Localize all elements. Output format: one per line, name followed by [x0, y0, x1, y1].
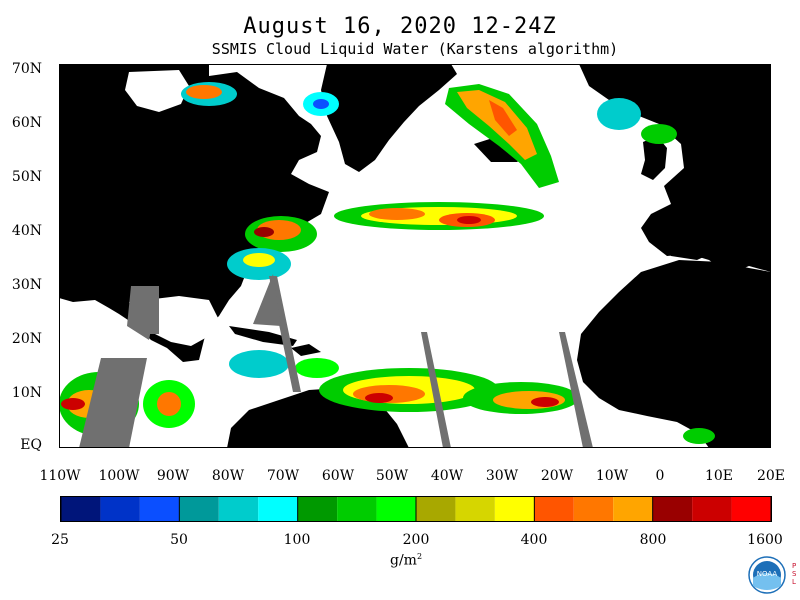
lat-label: 20N: [11, 331, 42, 347]
lat-label: EQ: [20, 437, 42, 453]
lon-label: 90W: [156, 468, 190, 484]
colorbar-swatch: [139, 497, 180, 521]
iberia-land: [659, 218, 721, 260]
europe-land: [579, 64, 771, 274]
cloud-region: [295, 358, 339, 378]
cloud-water-regions: [59, 82, 715, 444]
colorbar-swatch: [692, 497, 732, 521]
colorbar-swatch: [613, 497, 653, 521]
africa-land: [577, 260, 771, 448]
colorbar-swatch: [61, 497, 101, 521]
lon-label: 110W: [39, 468, 81, 484]
lon-label: 80W: [211, 468, 245, 484]
british-isles-land: [641, 136, 667, 180]
lon-label: 30W: [485, 468, 519, 484]
colorbar-label: 1600: [747, 532, 783, 548]
lon-label: 50W: [375, 468, 409, 484]
colorbar-swatch: [455, 497, 495, 521]
lat-label: 50N: [11, 169, 42, 185]
colorbar-label: 400: [520, 532, 548, 548]
lon-label: 60W: [321, 468, 355, 484]
lon-label: 0: [655, 468, 665, 484]
cloud-region: [531, 397, 559, 407]
cloud-region: [243, 253, 275, 267]
cloud-region: [365, 393, 393, 403]
cloud-region: [157, 392, 181, 416]
colorbar-swatch: [573, 497, 614, 521]
no-data-swath: [559, 332, 593, 448]
lon-label: 20E: [756, 468, 786, 484]
colorbar-units: g/m2: [390, 552, 422, 569]
cloud-region: [254, 227, 274, 237]
cloud-region: [229, 350, 289, 378]
lat-label: 30N: [11, 277, 42, 293]
colorbar-label: 100: [283, 532, 311, 548]
colorbar-label: 800: [639, 532, 667, 548]
lon-label: 100W: [98, 468, 140, 484]
cloud-region: [597, 98, 641, 130]
map-subtitle: SSMIS Cloud Liquid Water (Karstens algor…: [211, 40, 619, 58]
logo-text: NOAA: [757, 570, 778, 578]
cloud-region: [489, 100, 517, 136]
colorbar-label: 200: [402, 532, 430, 548]
lon-label: 20W: [540, 468, 574, 484]
colorbar-swatch: [258, 497, 298, 521]
units-base: g/m: [390, 552, 417, 569]
lon-label: 10W: [595, 468, 629, 484]
greenland-land: [321, 64, 457, 172]
north-america-land: [59, 64, 329, 362]
colorbar-swatch: [179, 497, 219, 521]
colorbar-swatch: [416, 497, 456, 521]
lon-label: 70W: [266, 468, 300, 484]
hudson-bay: [125, 70, 189, 112]
cloud-region: [457, 90, 537, 160]
lat-label: 40N: [11, 223, 42, 239]
lat-label: 70N: [11, 61, 42, 77]
hispaniola-land: [291, 344, 321, 356]
cloud-liquid-water-map: [59, 64, 771, 448]
colorbar-swatch: [297, 497, 338, 521]
color-scale-bar: [60, 496, 772, 522]
no-data-swaths: [79, 274, 593, 448]
cloud-region: [186, 85, 222, 99]
cloud-region: [683, 428, 715, 444]
no-data-swath: [253, 274, 281, 326]
colorbar-label: 25: [51, 532, 69, 548]
lat-label: 10N: [11, 385, 42, 401]
map-frame: [59, 64, 771, 448]
colorbar-frame: [60, 496, 772, 522]
no-data-swath: [421, 332, 451, 448]
no-data-swath: [79, 358, 147, 448]
colorbar-swatch: [652, 497, 693, 521]
colorbar-swatch: [218, 497, 259, 521]
noaa-logo-icon[interactable]: NOAA: [748, 556, 786, 594]
cloud-region: [61, 398, 85, 410]
cloud-region: [641, 124, 677, 144]
colorbar-swatch: [534, 497, 574, 521]
colorbar-swatch: [376, 497, 416, 521]
cloud-region: [369, 208, 425, 220]
cloud-region: [313, 99, 329, 109]
colorbar-swatch: [731, 497, 771, 521]
colorbar-label: 50: [170, 532, 188, 548]
units-exponent: 2: [416, 552, 423, 561]
cuba-land: [229, 326, 297, 346]
lon-label: 40W: [430, 468, 464, 484]
colorbar-swatch: [494, 497, 535, 521]
map-title: August 16, 2020 12-24Z: [243, 14, 557, 39]
colorbar-swatch: [337, 497, 377, 521]
colorbar-swatch: [100, 497, 140, 521]
no-data-swath: [127, 286, 159, 340]
lat-label: 60N: [11, 115, 42, 131]
lon-label: 10E: [704, 468, 734, 484]
cloud-region: [457, 216, 481, 224]
